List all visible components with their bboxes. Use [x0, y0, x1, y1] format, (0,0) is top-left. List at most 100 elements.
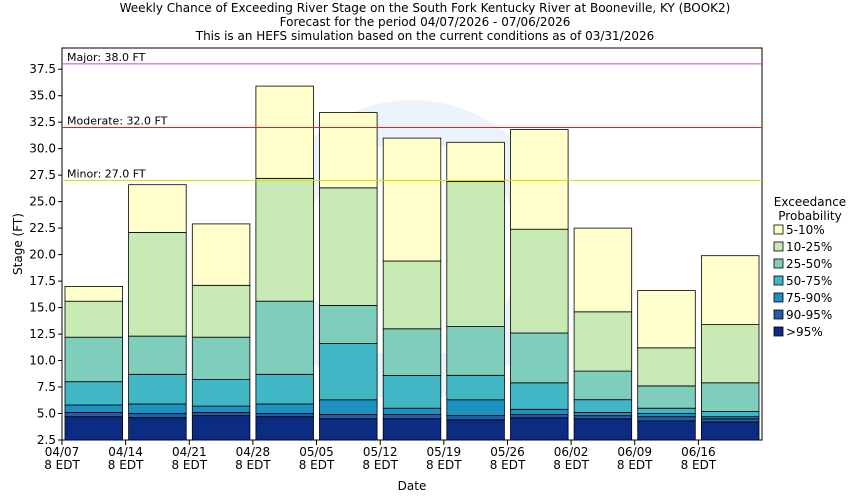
x-tick-tz: 8 EDT	[108, 458, 144, 472]
bar-segment-25-50-	[510, 332, 569, 384]
bar-segment-5-10-	[382, 137, 442, 262]
week-bar-05-12	[382, 137, 442, 441]
x-tick-tz: 8 EDT	[362, 458, 398, 472]
x-tick-tz: 8 EDT	[44, 458, 80, 472]
bar-segment-25-50-	[319, 304, 378, 344]
legend-label: 10-25%	[786, 240, 832, 254]
y-tick-label: 5.0	[37, 407, 56, 421]
bar-segment-5-10-	[255, 85, 314, 179]
bar-segment-90-95-	[637, 416, 696, 422]
x-tick-tz: 8 EDT	[426, 458, 462, 472]
bar-segment-25-50-	[64, 336, 123, 383]
x-tick-tz: 8 EDT	[235, 458, 271, 472]
week-bar-06-02	[573, 227, 633, 441]
x-tick-date: 05/05	[299, 445, 334, 459]
bar-segment--95-	[128, 417, 187, 441]
y-tick-label: 22.5	[29, 221, 56, 235]
bar-segment-10-25-	[255, 177, 314, 302]
legend-title-line-2: Probability	[778, 209, 841, 223]
bar-segment--95-	[637, 420, 696, 441]
week-bar-06-09	[637, 290, 696, 441]
bar-segment-25-50-	[255, 300, 314, 375]
bar-segment--95-	[510, 417, 569, 441]
x-tick-date: 06/16	[681, 445, 716, 459]
bar-segment-10-25-	[637, 347, 696, 387]
bar-segment-75-90-	[191, 405, 251, 413]
bar-segment--95-	[64, 416, 123, 441]
legend-items: 5-10% 10-25% 25-50% 50-75% 75-90% 90-95% >95%	[773, 223, 832, 339]
x-tick-date: 04/14	[108, 445, 143, 459]
legend-swatch	[773, 241, 784, 252]
bar-segment-75-90-	[382, 407, 442, 416]
bar-segment--95-	[701, 421, 760, 441]
bar-segment-75-90-	[128, 403, 187, 414]
y-tick-label: 37.5	[29, 62, 56, 76]
bar-segment-50-75-	[701, 410, 760, 418]
bar-segment-75-90-	[446, 399, 505, 417]
bars-layer	[64, 85, 760, 441]
bar-segment-90-95-	[64, 412, 123, 418]
chart-title: Weekly Chance of Exceeding River Stage o…	[120, 1, 731, 15]
bar-segment--95-	[191, 415, 251, 441]
legend-swatch	[773, 224, 784, 235]
y-tick-label: 7.5	[37, 380, 56, 394]
week-bar-04-07	[64, 285, 123, 441]
y-tick-label: 27.5	[29, 168, 56, 182]
chart-subtitle-period: Forecast for the period 04/07/2026 - 07/…	[280, 15, 571, 29]
bar-segment-75-90-	[637, 413, 696, 418]
bar-segment-10-25-	[128, 231, 187, 337]
bar-segment-90-95-	[128, 413, 187, 419]
legend-swatch	[773, 309, 784, 320]
flood-label-2: Minor: 27.0 FT	[67, 167, 146, 180]
bar-segment-50-75-	[446, 374, 505, 401]
bar-segment-5-10-	[64, 285, 123, 302]
bar-segment-10-25-	[573, 311, 633, 372]
bar-segment-10-25-	[191, 284, 251, 338]
y-tick-label: 15.0	[29, 301, 56, 315]
y-tick-label: 35.0	[29, 89, 56, 103]
bar-segment-50-75-	[128, 373, 187, 405]
bar-segment-50-75-	[64, 381, 123, 406]
bar-segment-5-10-	[573, 227, 633, 313]
week-bar-05-26	[510, 129, 569, 441]
bar-segment-90-95-	[446, 415, 505, 421]
bar-segment-5-10-	[128, 184, 187, 233]
x-tick-tz: 8 EDT	[490, 458, 526, 472]
x-tick-date: 04/07	[45, 445, 80, 459]
y-tick-label: 10.0	[29, 354, 56, 368]
x-tick-date: 06/02	[554, 445, 589, 459]
bar-segment-25-50-	[573, 370, 633, 401]
legend-label: >95%	[786, 325, 823, 339]
bar-segment-25-50-	[637, 385, 696, 409]
bar-segment-75-90-	[510, 408, 569, 415]
y-tick-label: 2.5	[37, 433, 56, 447]
bar-segment--95-	[446, 419, 505, 441]
bar-segment--95-	[382, 418, 442, 441]
bar-segment-75-90-	[319, 399, 378, 415]
x-tick-date: 05/26	[490, 445, 525, 459]
week-bar-05-05	[319, 112, 378, 441]
bar-segment-10-25-	[382, 260, 442, 330]
bar-segment-25-50-	[191, 336, 251, 381]
bar-segment--95-	[255, 416, 314, 441]
week-bar-04-28	[255, 85, 314, 441]
bar-segment-5-10-	[510, 129, 569, 230]
x-tick-tz: 8 EDT	[553, 458, 589, 472]
bar-segment-50-75-	[255, 373, 314, 405]
bar-segment--95-	[319, 418, 378, 441]
legend-swatch	[773, 258, 784, 269]
y-tick-label: 20.0	[29, 248, 56, 262]
chart-subtitle-conditions: This is an HEFS simulation based on the …	[195, 29, 655, 43]
week-bar-06-16	[701, 255, 760, 441]
y-axis: 2.5 5.0 7.5 10.0 12.5 15.0 17.5 20.0 22.5 25.0 27.…	[29, 62, 62, 447]
x-axis-title: Date	[398, 479, 427, 493]
bar-segment-90-95-	[255, 413, 314, 418]
x-tick-date: 06/09	[617, 445, 652, 459]
bar-segment-10-25-	[510, 228, 569, 334]
legend: Exceedance Probability 5-10% 10-25% 25-50%…	[773, 195, 846, 339]
bar-segment-25-50-	[382, 328, 442, 376]
x-tick-tz: 8 EDT	[171, 458, 207, 472]
bar-segment-50-75-	[637, 407, 696, 414]
bar-segment-25-50-	[701, 382, 760, 412]
